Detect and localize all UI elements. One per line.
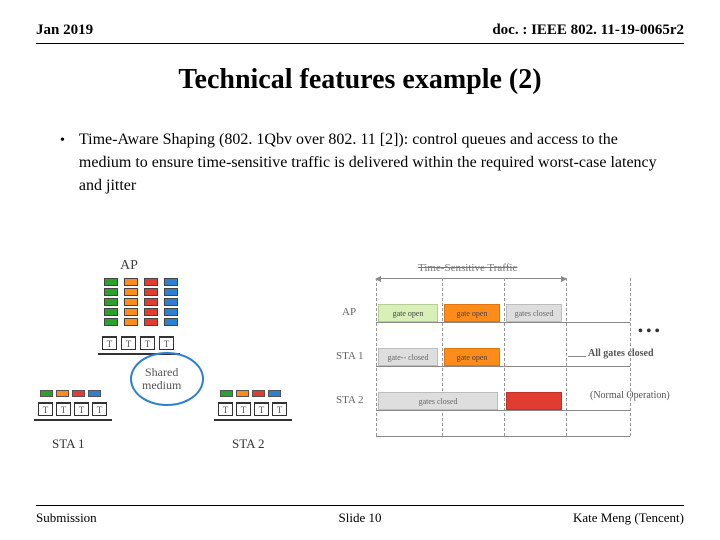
sta1-underline <box>34 419 112 421</box>
tst-heading: Time-Sensitive Traffic <box>418 262 517 274</box>
row-label-sta2: STA 2 <box>336 394 364 406</box>
sta1-minirow <box>40 390 101 397</box>
sta2-label: STA 2 <box>232 436 265 452</box>
header-doc: doc. : IEEE 802. 11-19-0065r2 <box>492 22 684 39</box>
sta2-bar-closed: gates closed <box>378 392 498 410</box>
sta2-minirow <box>220 390 281 397</box>
sta1-baseline <box>376 366 630 367</box>
shared-medium-text: Sharedmedium <box>142 366 181 392</box>
dots: • • • <box>638 324 660 340</box>
vline <box>504 278 505 436</box>
row-label-sta1: STA 1 <box>336 350 364 362</box>
normal-operation: (Normal Operation) <box>590 390 670 401</box>
bullet-item: • Time-Aware Shaping (802. 1Qbv over 802… <box>60 128 672 198</box>
sta1-bar-closed: gate-- closed <box>378 348 438 366</box>
sta2-tboxes: TTTT <box>218 402 287 416</box>
footer: Submission Slide 10 Kate Meng (Tencent) <box>36 510 684 526</box>
slide-title: Technical features example (2) <box>0 64 720 96</box>
agc-arrow <box>568 356 586 357</box>
sta1-bar-orange: gate open <box>444 348 500 366</box>
row-label-ap: AP <box>342 306 356 318</box>
ap-label: AP <box>120 258 138 274</box>
bullet-marker: • <box>60 128 65 198</box>
t-box: T <box>140 336 155 350</box>
ap-bar-orange: gate open <box>444 304 500 322</box>
ap-baseline <box>376 322 630 323</box>
vline <box>566 278 567 436</box>
footer-left: Submission <box>36 510 97 526</box>
sta1-tboxes: TTTT <box>38 402 107 416</box>
t-box: T <box>121 336 136 350</box>
ap-tboxes: T T T T <box>102 336 174 350</box>
bottom-timeline <box>376 436 630 437</box>
header-rule <box>36 43 684 44</box>
left-diagram: AP T T T T Sharedmedium TTTT STA 1 <box>44 260 324 460</box>
footer-rule <box>36 505 684 506</box>
t-box: T <box>102 336 117 350</box>
right-timing-diagram: Time-Sensitive Traffic AP gate open gate… <box>336 266 676 456</box>
sta2-bar-red <box>506 392 562 410</box>
footer-author: Kate Meng (Tencent) <box>573 510 684 526</box>
t-box: T <box>159 336 174 350</box>
all-gates-closed: All gates closed <box>588 348 674 359</box>
ap-bar-open: gate open <box>378 304 438 322</box>
ap-queues <box>104 278 178 326</box>
footer-slide-number: Slide 10 <box>339 510 382 526</box>
diagram-area: AP T T T T Sharedmedium TTTT STA 1 <box>36 260 684 470</box>
sta2-baseline <box>376 410 630 411</box>
bullet-text: Time-Aware Shaping (802. 1Qbv over 802. … <box>79 128 672 198</box>
tst-span-arrow <box>376 278 566 279</box>
vline <box>442 278 443 436</box>
vline <box>376 278 377 436</box>
header-date: Jan 2019 <box>36 22 93 39</box>
sta2-underline <box>214 419 292 421</box>
ap-bar-closed: gates closed <box>506 304 562 322</box>
sta1-label: STA 1 <box>52 436 85 452</box>
